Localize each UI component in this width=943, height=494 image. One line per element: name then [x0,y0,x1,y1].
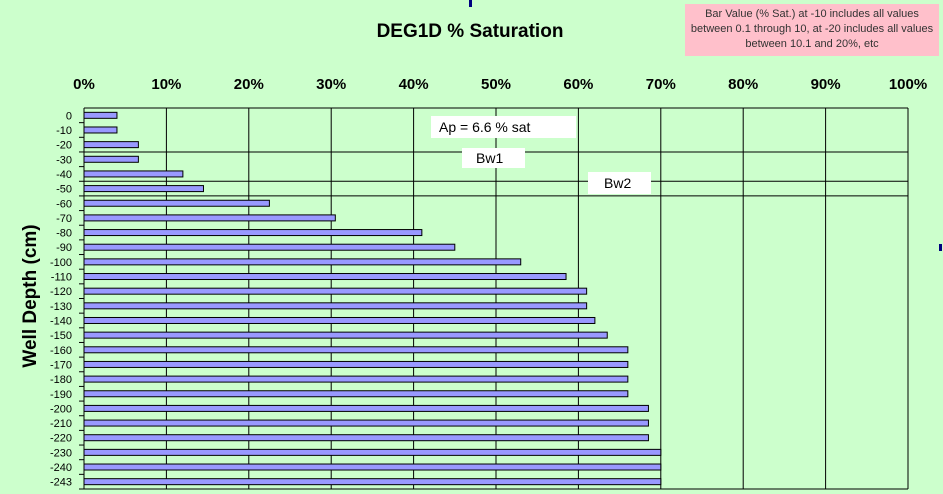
x-tick-label: 0% [73,76,95,93]
y-tick-label: -200 [50,403,72,415]
y-tick-label: -180 [50,374,72,386]
bar [83,375,629,383]
y-tick-label: -70 [56,213,72,225]
bar [83,111,118,119]
edge-marker [939,244,942,251]
y-tick-label: -220 [50,433,72,445]
y-tick-label: -240 [50,462,72,474]
bar [83,419,649,427]
x-tick-label: 90% [811,76,841,93]
x-tick-label: 30% [316,76,346,93]
x-tick-labels: 0% 10% 20% 30% 40% 50% 60% 70% 80% 90% 100% [73,76,927,93]
horizon-label-bw1: Bw1 [462,148,525,168]
bar [83,243,456,251]
bar [83,287,588,295]
bar [83,316,596,324]
x-tick-label: 50% [481,76,511,93]
y-tick-label: 0 [66,110,72,122]
y-axis-label: Well Depth (cm) [20,224,41,367]
y-tick-label: -110 [51,272,72,284]
annotation-note: Bar Value (% Sat.) at -10 includes all v… [685,4,939,56]
y-tick-label: -120 [50,286,72,298]
bar [83,360,629,368]
y-tick-label: -230 [50,447,72,459]
y-tick-label: -100 [50,257,72,269]
horizon-label-bw2: Bw2 [588,172,651,194]
bar [83,126,118,134]
y-tick-label: -60 [56,198,72,210]
bar [83,141,139,149]
bar [83,448,662,456]
y-tick-label: -130 [50,301,72,313]
y-tick-label: -90 [56,242,72,254]
bar [83,302,588,310]
x-tick-label: 100% [889,76,927,93]
x-tick-label: 40% [399,76,429,93]
x-tick-label: 80% [728,76,758,93]
x-tick-label: 60% [563,76,593,93]
bar [83,390,629,398]
bar [83,346,629,354]
y-tick-label: -160 [50,345,72,357]
bar [83,199,270,207]
bar [83,229,423,237]
y-tick-label: -20 [56,140,72,152]
y-tick-label: -80 [56,228,72,240]
y-tick-label: -50 [56,184,72,196]
y-tick-label: -210 [50,418,72,430]
bar [83,155,139,163]
bar [83,463,662,471]
x-tick-label: 20% [234,76,264,93]
y-tick-label: -170 [50,359,72,371]
y-tick-label: -40 [56,169,72,181]
x-tick-label: 70% [646,76,676,93]
y-tick-label: -243 [50,477,72,489]
horizon-label-ap: Ap = 6.6 % sat [431,116,576,138]
bar [83,185,204,193]
bar [83,258,522,266]
x-tick-label: 10% [151,76,181,93]
y-tick-label: -10 [56,125,72,137]
bars [83,111,662,486]
bar [83,404,649,412]
bar [83,478,662,486]
bar [83,331,608,339]
bar [83,214,336,222]
chart-title: DEG1D % Saturation [377,21,564,42]
y-tick-label: -150 [50,330,72,342]
bar [83,434,649,442]
y-tick-label: -190 [50,389,72,401]
y-tick-labels: 0 -10 -20 -30 -40 -50 -60 -70 -80 -90 -100 -110 -120… [50,110,84,490]
edge-marker [469,0,472,7]
bar [83,273,567,281]
bar [83,170,184,178]
y-tick-label: -30 [56,154,72,166]
y-tick-label: -140 [50,315,72,327]
